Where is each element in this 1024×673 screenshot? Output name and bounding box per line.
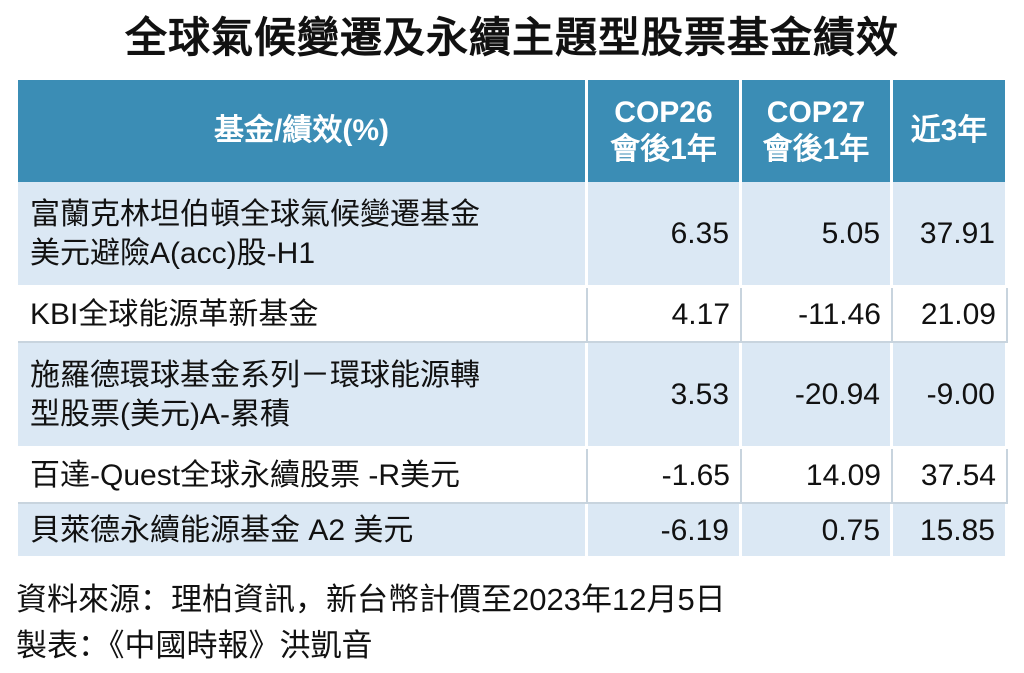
fund-name: 施羅德環球基金系列－環球能源轉 型股票(美元)A-累積 [18, 343, 588, 449]
header-text: COP27 [766, 95, 866, 129]
header-text: 近3年 [910, 114, 988, 148]
value-cell: -1.65 [588, 449, 742, 504]
value-cell: 0.75 [742, 504, 893, 559]
source-note: 資料來源：理柏資訊，新台幣計價至2023年12月5日 [16, 582, 726, 617]
value-text: 4.17 [671, 298, 730, 331]
fund-name-text: 百達-Quest全球永續股票 -R美元 [30, 459, 461, 492]
value-text: -11.46 [798, 298, 881, 331]
value-cell: 21.09 [893, 288, 1008, 343]
value-text: 0.75 [821, 513, 880, 547]
value-cell: 6.35 [588, 182, 742, 288]
value-cell: 15.85 [893, 504, 1008, 559]
value-cell: 14.09 [742, 449, 893, 504]
value-text: 14.09 [805, 459, 881, 492]
fund-name-text: 型股票(美元)A-累積 [30, 397, 290, 431]
value-cell: -9.00 [893, 343, 1008, 449]
value-text: 3.53 [670, 378, 729, 411]
value-text: -1.65 [661, 459, 730, 492]
header-cell: COP27 會後1年 [742, 80, 893, 182]
header-cell: COP26 會後1年 [588, 80, 742, 182]
fund-name: 百達-Quest全球永續股票 -R美元 [18, 449, 588, 504]
value-cell: 5.05 [742, 182, 893, 288]
header-cell: 基金/績效(%) [18, 80, 588, 182]
header-text: 會後1年 [610, 133, 717, 166]
value-cell: 4.17 [588, 288, 742, 343]
title: 全球氣候變遷及永續主題型股票基金績效 [124, 14, 899, 61]
fund-name: 富蘭克林坦伯頓全球氣候變遷基金 美元避險A(acc)股-H1 [18, 182, 588, 288]
value-cell: -6.19 [588, 504, 742, 559]
header-text: 會後1年 [762, 133, 870, 166]
value-cell: -20.94 [742, 343, 893, 449]
fund-name-text: 貝萊德永續能源基金 A2 美元 [30, 513, 414, 547]
value-text: -20.94 [794, 378, 880, 411]
value-text: 15.85 [919, 513, 995, 547]
fund-name: 貝萊德永續能源基金 A2 美元 [18, 504, 588, 559]
value-text: 5.05 [821, 217, 880, 250]
header-text: COP26 [614, 95, 713, 129]
value-cell: 37.54 [893, 449, 1008, 504]
credit-note: 製表：《中國時報》洪凱音 [16, 628, 373, 663]
value-cell: 37.91 [893, 182, 1008, 288]
value-text: 37.54 [920, 459, 996, 492]
header-cell: 近3年 [893, 80, 1008, 182]
value-text: 21.09 [920, 298, 996, 331]
value-text: -6.19 [660, 513, 729, 547]
fund-name: KBI全球能源革新基金 [18, 288, 588, 343]
fund-name-text: 施羅德環球基金系列－環球能源轉 [30, 358, 480, 392]
fund-name-text: 富蘭克林坦伯頓全球氣候變遷基金 [30, 197, 480, 231]
value-text: -9.00 [926, 378, 995, 411]
value-text: 37.91 [919, 217, 995, 250]
value-cell: 3.53 [588, 343, 742, 449]
value-text: 6.35 [670, 217, 729, 250]
header-text: 基金/績效(%) [214, 114, 389, 148]
value-cell: -11.46 [742, 288, 893, 343]
fund-name-text: 美元避險A(acc)股-H1 [30, 236, 316, 270]
fund-name-text: KBI全球能源革新基金 [30, 298, 319, 331]
